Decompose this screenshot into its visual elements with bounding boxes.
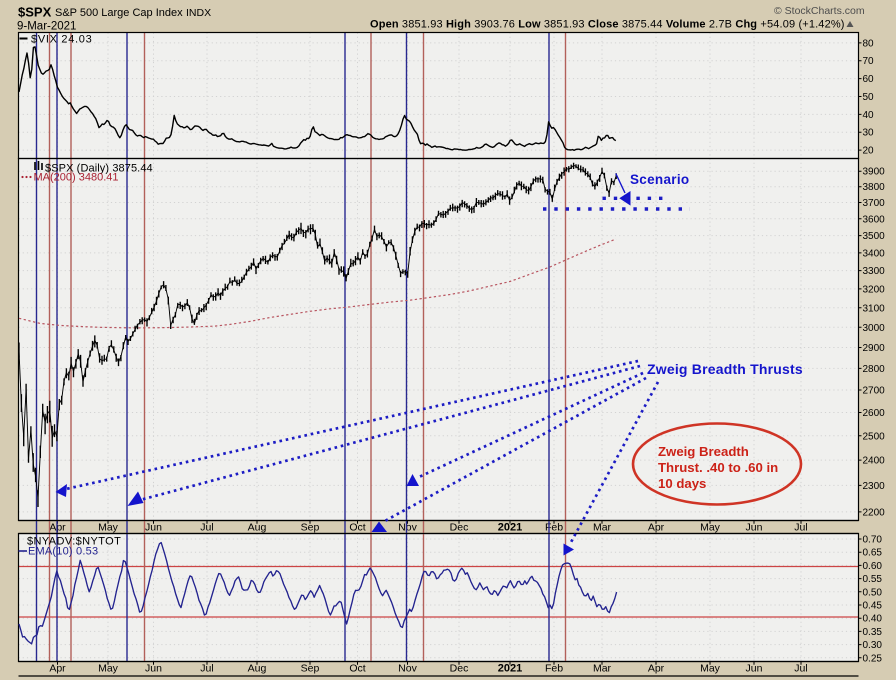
svg-text:May: May (98, 522, 119, 534)
svg-text:Dec: Dec (450, 663, 469, 675)
svg-text:2900: 2900 (863, 343, 886, 354)
svg-text:50: 50 (863, 92, 875, 103)
svg-text:Aug: Aug (248, 663, 267, 675)
svg-text:0.40: 0.40 (863, 614, 883, 625)
svg-text:3800: 3800 (863, 182, 886, 193)
svg-text:Sep: Sep (301, 522, 320, 534)
svg-text:Mar: Mar (593, 522, 612, 534)
svg-text:2400: 2400 (863, 456, 886, 467)
svg-text:Feb: Feb (545, 522, 563, 534)
svg-text:Jun: Jun (746, 663, 763, 675)
svg-text:0.35: 0.35 (863, 627, 883, 638)
svg-text:Nov: Nov (398, 663, 417, 675)
svg-text:3000: 3000 (863, 323, 886, 334)
svg-text:3100: 3100 (863, 303, 886, 314)
svg-text:Jun: Jun (746, 522, 763, 534)
svg-text:0.45: 0.45 (863, 601, 883, 612)
svg-text:2021: 2021 (498, 522, 522, 534)
svg-text:0.70: 0.70 (863, 535, 883, 546)
svg-text:30: 30 (863, 128, 875, 139)
svg-text:80: 80 (863, 38, 875, 49)
svg-text:3500: 3500 (863, 231, 886, 242)
svg-text:3600: 3600 (863, 214, 886, 225)
svg-text:0.50: 0.50 (863, 587, 883, 598)
svg-text:Open 3851.93 High 3903.76 Low: Open 3851.93 High 3903.76 Low 3851.93 Cl… (370, 19, 845, 31)
svg-text:Sep: Sep (301, 663, 320, 675)
svg-text:EMA(10) 0.53: EMA(10) 0.53 (28, 546, 98, 558)
svg-text:Jul: Jul (200, 663, 213, 675)
svg-text:2800: 2800 (863, 364, 886, 375)
svg-text:10 days: 10 days (658, 476, 706, 491)
svg-text:May: May (700, 663, 721, 675)
svg-text:40: 40 (863, 110, 875, 121)
svg-text:May: May (700, 522, 721, 534)
svg-text:Nov: Nov (398, 522, 417, 534)
svg-text:$VIX 24.03: $VIX 24.03 (31, 34, 92, 46)
svg-text:© StockCharts.com: © StockCharts.com (774, 5, 865, 17)
svg-text:Scenario: Scenario (630, 172, 689, 187)
svg-text:S&P 500 Large Cap Index: S&P 500 Large Cap Index (55, 7, 183, 19)
svg-text:Oct: Oct (349, 663, 365, 675)
svg-text:Feb: Feb (545, 663, 563, 675)
svg-text:20: 20 (863, 146, 875, 157)
svg-text:0.25: 0.25 (863, 653, 883, 664)
svg-text:May: May (98, 663, 119, 675)
svg-text:Apr: Apr (648, 522, 665, 534)
svg-text:70: 70 (863, 56, 875, 67)
svg-text:0.60: 0.60 (863, 561, 883, 572)
svg-text:$SPX (Daily) 3875.44: $SPX (Daily) 3875.44 (45, 163, 153, 175)
svg-text:2021: 2021 (498, 663, 522, 675)
svg-text:2600: 2600 (863, 408, 886, 419)
svg-text:Zweig Breadth: Zweig Breadth (658, 444, 749, 459)
svg-text:Zweig Breadth Thrusts: Zweig Breadth Thrusts (647, 361, 803, 377)
svg-text:3900: 3900 (863, 167, 886, 178)
svg-text:Oct: Oct (349, 522, 365, 534)
svg-text:3300: 3300 (863, 266, 886, 277)
svg-text:9-Mar-2021: 9-Mar-2021 (17, 21, 76, 33)
svg-text:Jun: Jun (145, 663, 162, 675)
svg-text:0.65: 0.65 (863, 548, 883, 559)
svg-text:Apr: Apr (49, 522, 66, 534)
svg-text:2300: 2300 (863, 481, 886, 492)
svg-text:0.30: 0.30 (863, 640, 883, 651)
svg-text:Dec: Dec (450, 522, 469, 534)
svg-text:2500: 2500 (863, 431, 886, 442)
svg-text:Jun: Jun (145, 522, 162, 534)
svg-text:2200: 2200 (863, 507, 886, 518)
svg-text:$NYADV:$NYTOT: $NYADV:$NYTOT (27, 536, 121, 548)
svg-text:Thrust. .40 to .60 in: Thrust. .40 to .60 in (658, 460, 778, 475)
svg-text:60: 60 (863, 74, 875, 85)
svg-text:$SPX: $SPX (18, 5, 52, 20)
svg-text:3400: 3400 (863, 248, 886, 259)
svg-text:INDX: INDX (186, 7, 211, 19)
svg-text:Mar: Mar (593, 663, 612, 675)
svg-text:Jul: Jul (794, 663, 807, 675)
svg-text:Apr: Apr (49, 663, 66, 675)
svg-text:3200: 3200 (863, 284, 886, 295)
svg-text:MA(200) 3480.41: MA(200) 3480.41 (34, 172, 119, 184)
svg-text:3700: 3700 (863, 198, 886, 209)
svg-text:Aug: Aug (248, 522, 267, 534)
svg-text:2700: 2700 (863, 386, 886, 397)
svg-text:0.55: 0.55 (863, 574, 883, 585)
svg-text:Jul: Jul (200, 522, 213, 534)
svg-text:Apr: Apr (648, 663, 665, 675)
svg-text:Jul: Jul (794, 522, 807, 534)
